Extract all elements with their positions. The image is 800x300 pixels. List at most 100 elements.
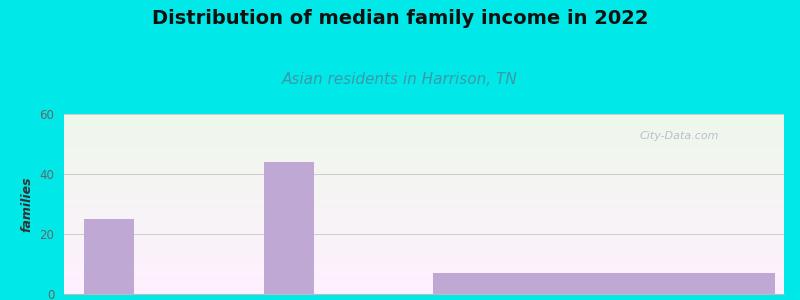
- Bar: [64, 156, 784, 157]
- Bar: [64, 126, 784, 127]
- Bar: [64, 162, 784, 163]
- Bar: [64, 260, 784, 261]
- Bar: [64, 163, 784, 164]
- Bar: [64, 288, 784, 289]
- Bar: [64, 205, 784, 206]
- Bar: [64, 194, 784, 195]
- Bar: [64, 148, 784, 149]
- Bar: [433, 273, 775, 294]
- Bar: [64, 206, 784, 207]
- Bar: [64, 131, 784, 132]
- Bar: [64, 172, 784, 173]
- Bar: [64, 280, 784, 281]
- Bar: [64, 193, 784, 194]
- Bar: [64, 274, 784, 275]
- Bar: [64, 268, 784, 269]
- Bar: [64, 180, 784, 181]
- Bar: [64, 218, 784, 219]
- Bar: [64, 232, 784, 233]
- Bar: [64, 209, 784, 210]
- Bar: [64, 210, 784, 211]
- Bar: [64, 277, 784, 278]
- Bar: [64, 225, 784, 226]
- Bar: [64, 250, 784, 251]
- Bar: [64, 118, 784, 119]
- Bar: [64, 147, 784, 148]
- Bar: [64, 255, 784, 256]
- Bar: [64, 233, 784, 234]
- Bar: [64, 146, 784, 147]
- Bar: [64, 264, 784, 265]
- Bar: [64, 155, 784, 156]
- Bar: [64, 220, 784, 221]
- Bar: [64, 135, 784, 136]
- Bar: [64, 183, 784, 184]
- Bar: [64, 239, 784, 240]
- Bar: [64, 161, 784, 162]
- Bar: [64, 178, 784, 179]
- Bar: [64, 187, 784, 188]
- Bar: [64, 175, 784, 176]
- Bar: [64, 114, 784, 115]
- Bar: [64, 290, 784, 291]
- Bar: [64, 254, 784, 255]
- Bar: [64, 285, 784, 286]
- Bar: [64, 130, 784, 131]
- Bar: [64, 139, 784, 140]
- Bar: [64, 115, 784, 116]
- Bar: [64, 151, 784, 152]
- Bar: [64, 270, 784, 271]
- Bar: [64, 275, 784, 276]
- Bar: [64, 292, 784, 293]
- Bar: [64, 213, 784, 214]
- Bar: [64, 116, 784, 117]
- Bar: [64, 203, 784, 204]
- Bar: [64, 234, 784, 235]
- Bar: [64, 241, 784, 242]
- Bar: [64, 160, 784, 161]
- Bar: [64, 283, 784, 284]
- Bar: [64, 122, 784, 123]
- Bar: [64, 207, 784, 208]
- Bar: [64, 226, 784, 227]
- Bar: [64, 186, 784, 187]
- Bar: [64, 127, 784, 128]
- Bar: [64, 286, 784, 287]
- Bar: [64, 168, 784, 169]
- Bar: [64, 140, 784, 141]
- Bar: [64, 245, 784, 246]
- Bar: [64, 248, 784, 249]
- Bar: [64, 184, 784, 185]
- Bar: [64, 182, 784, 183]
- Bar: [64, 153, 784, 154]
- Bar: [64, 228, 784, 229]
- Bar: [64, 237, 784, 238]
- Bar: [64, 208, 784, 209]
- Bar: [64, 159, 784, 160]
- Bar: [64, 132, 784, 133]
- Bar: [64, 152, 784, 153]
- Bar: [64, 125, 784, 126]
- Bar: [64, 287, 784, 288]
- Bar: [64, 293, 784, 294]
- Bar: [64, 214, 784, 215]
- Bar: [64, 200, 784, 201]
- Bar: [64, 204, 784, 205]
- Bar: [64, 117, 784, 118]
- Bar: [64, 212, 784, 213]
- Bar: [64, 266, 784, 267]
- Bar: [64, 176, 784, 177]
- Bar: [64, 164, 784, 165]
- Bar: [64, 134, 784, 135]
- Bar: [64, 141, 784, 142]
- Bar: [64, 142, 784, 143]
- Bar: [64, 154, 784, 155]
- Bar: [64, 173, 784, 174]
- Bar: [64, 229, 784, 230]
- Bar: [64, 157, 784, 158]
- Bar: [64, 174, 784, 175]
- Bar: [64, 177, 784, 178]
- Bar: [64, 136, 784, 137]
- Bar: [64, 119, 784, 120]
- Bar: [264, 162, 314, 294]
